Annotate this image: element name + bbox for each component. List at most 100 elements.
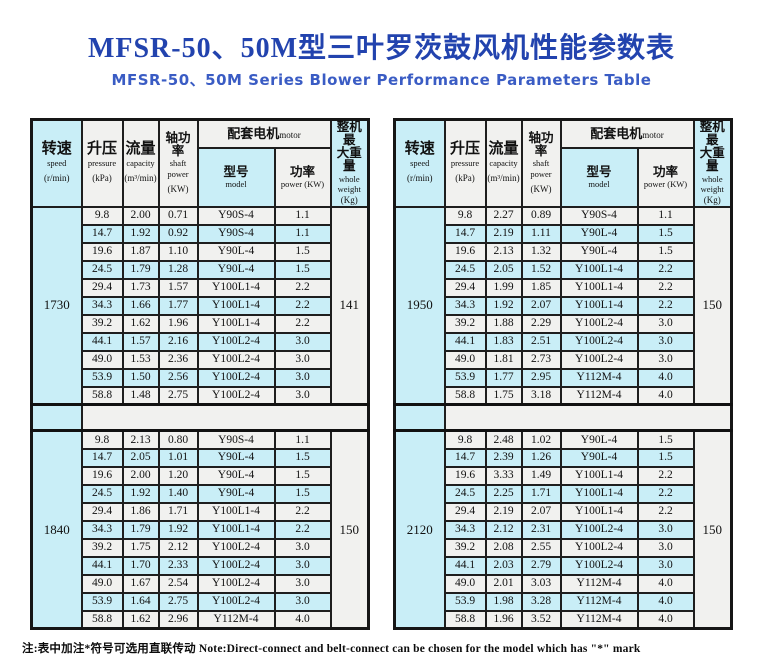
weight-cell: 141 <box>329 205 370 406</box>
col-header-power: 功率 power (KW) <box>273 147 332 208</box>
capacity-cell: 1.62 <box>121 313 160 334</box>
capacity-cell: 1.53 <box>121 349 160 370</box>
motor-zh: 配套电机 <box>227 125 280 141</box>
motor-model-cell: Y90S-4 <box>196 223 276 244</box>
motor-power-cell: 3.0 <box>273 349 332 370</box>
pressure-cell: 24.5 <box>443 259 487 280</box>
table-row: 44.1 2.03 2.79 Y100L2-4 3.0 <box>395 555 732 576</box>
shaft-power-cell: 2.07 <box>520 295 562 316</box>
capacity-cell: 1.67 <box>121 573 160 594</box>
pressure-cell: 9.8 <box>443 205 487 226</box>
pressure-cell: 9.8 <box>80 429 124 450</box>
motor-model-cell: Y100L2-4 <box>559 519 639 540</box>
header-unit: (Kg) <box>340 194 358 205</box>
speed-cell: 2120 <box>393 429 446 630</box>
pressure-cell: 34.3 <box>80 295 124 316</box>
separator-speed-cell <box>30 403 83 433</box>
header-en: speed <box>410 158 430 169</box>
col-header-shaft-power: 轴功率 shaft power (KW) <box>157 118 199 208</box>
motor-model-cell: Y100L2-4 <box>196 537 276 558</box>
header-unit: (m³/min) <box>124 173 157 184</box>
shaft-power-cell: 2.12 <box>157 537 199 558</box>
motor-power-cell: 3.0 <box>636 555 695 576</box>
motor-power-cell: 3.0 <box>273 367 332 388</box>
motor-model-cell: Y90L-4 <box>196 465 276 486</box>
motor-model-cell: Y100L2-4 <box>196 591 276 612</box>
table-row: 29.4 1.86 1.71 Y100L1-4 2.2 <box>32 501 369 522</box>
pressure-cell: 53.9 <box>80 367 124 388</box>
shaft-power-cell: 1.49 <box>520 465 562 486</box>
motor-power-cell: 2.2 <box>636 295 695 316</box>
table-row: 14.7 2.39 1.26 Y90L-4 1.5 <box>395 447 732 468</box>
shaft-power-cell: 2.31 <box>520 519 562 540</box>
table-row: 14.7 2.05 1.01 Y90L-4 1.5 <box>32 447 369 468</box>
separator-cell <box>80 403 370 433</box>
motor-model-cell: Y100L2-4 <box>559 331 639 352</box>
header-en: capacity <box>489 158 518 169</box>
table-row: 53.9 1.77 2.95 Y112M-4 4.0 <box>395 367 732 388</box>
motor-power-cell: 3.0 <box>636 537 695 558</box>
header-unit: (KW) <box>530 183 552 194</box>
motor-power-cell: 3.0 <box>273 385 332 406</box>
pressure-cell: 49.0 <box>80 573 124 594</box>
capacity-cell: 1.62 <box>121 609 160 630</box>
table-row: 39.2 1.88 2.29 Y100L2-4 3.0 <box>395 313 732 334</box>
table-row: 19.6 2.00 1.20 Y90L-4 1.5 <box>32 465 369 486</box>
pressure-cell: 14.7 <box>80 447 124 468</box>
shaft-power-cell: 1.71 <box>520 483 562 504</box>
shaft-power-cell: 1.11 <box>520 223 562 244</box>
table-row: 14.7 1.92 0.92 Y90S-4 1.1 <box>32 223 369 244</box>
motor-power-cell: 1.5 <box>636 223 695 244</box>
capacity-cell: 2.03 <box>484 555 523 576</box>
pressure-cell: 34.3 <box>443 519 487 540</box>
table-row: 58.8 1.75 3.18 Y112M-4 4.0 <box>395 385 732 406</box>
pressure-cell: 29.4 <box>443 501 487 522</box>
shaft-power-cell: 3.18 <box>520 385 562 406</box>
motor-model-cell: Y100L2-4 <box>559 555 639 576</box>
table-row: 29.4 1.99 1.85 Y100L1-4 2.2 <box>395 277 732 298</box>
motor-model-cell: Y100L1-4 <box>196 313 276 334</box>
table-row: 49.0 1.81 2.73 Y100L2-4 3.0 <box>395 349 732 370</box>
pressure-cell: 29.4 <box>443 277 487 298</box>
shaft-power-cell: 2.51 <box>520 331 562 352</box>
header-zh: 功率 <box>652 164 678 179</box>
pressure-cell: 49.0 <box>80 349 124 370</box>
motor-power-cell: 2.2 <box>636 465 695 486</box>
motor-power-cell: 1.5 <box>636 429 695 450</box>
motor-model-cell: Y100L1-4 <box>559 259 639 280</box>
capacity-cell: 1.79 <box>121 259 160 280</box>
pressure-cell: 29.4 <box>80 277 124 298</box>
motor-power-cell: 1.5 <box>273 241 332 262</box>
shaft-power-cell: 2.07 <box>520 501 562 522</box>
col-header-model: 型号 model <box>559 147 639 208</box>
capacity-cell: 1.48 <box>121 385 160 406</box>
col-header-weight: 整机最 大重量 whole weight (Kg) <box>329 118 370 208</box>
header-zh: 大重量 <box>336 146 362 174</box>
capacity-cell: 1.96 <box>484 609 523 630</box>
motor-model-cell: Y100L2-4 <box>196 331 276 352</box>
col-header-speed: 转速 speed (r/min) <box>30 118 83 208</box>
motor-model-cell: Y90L-4 <box>559 429 639 450</box>
motor-power-cell: 1.5 <box>273 483 332 504</box>
motor-power-cell: 2.2 <box>636 277 695 298</box>
table-row: 1730 9.8 2.00 0.71 Y90S-4 1.1 141 <box>30 205 370 406</box>
performance-table-left: 转速 speed (r/min) 升压 pressure (kPa) 流量 capacity (… <box>30 118 370 631</box>
capacity-cell: 1.75 <box>121 537 160 558</box>
capacity-cell: 1.50 <box>121 367 160 388</box>
table-row: 44.1 1.57 2.16 Y100L2-4 3.0 <box>32 331 369 352</box>
motor-model-cell: Y100L2-4 <box>196 349 276 370</box>
pressure-cell: 24.5 <box>443 483 487 504</box>
table-row: 44.1 1.70 2.33 Y100L2-4 3.0 <box>32 555 369 576</box>
header-unit: (m³/min) <box>487 173 520 184</box>
header-unit: (kPa) <box>455 173 475 184</box>
shaft-power-cell: 2.95 <box>520 367 562 388</box>
table-row: 34.3 2.12 2.31 Y100L2-4 3.0 <box>395 519 732 540</box>
capacity-cell: 2.27 <box>484 205 523 226</box>
header-en: pressure <box>87 158 117 169</box>
motor-model-cell: Y112M-4 <box>559 573 639 594</box>
header-unit: (KW) <box>167 183 189 194</box>
pressure-cell: 29.4 <box>80 501 124 522</box>
performance-tables: 转速 speed (r/min) 升压 pressure (kPa) 流量 capacity(… <box>0 118 763 631</box>
pressure-cell: 58.8 <box>443 609 487 630</box>
motor-model-cell: Y100L2-4 <box>196 573 276 594</box>
